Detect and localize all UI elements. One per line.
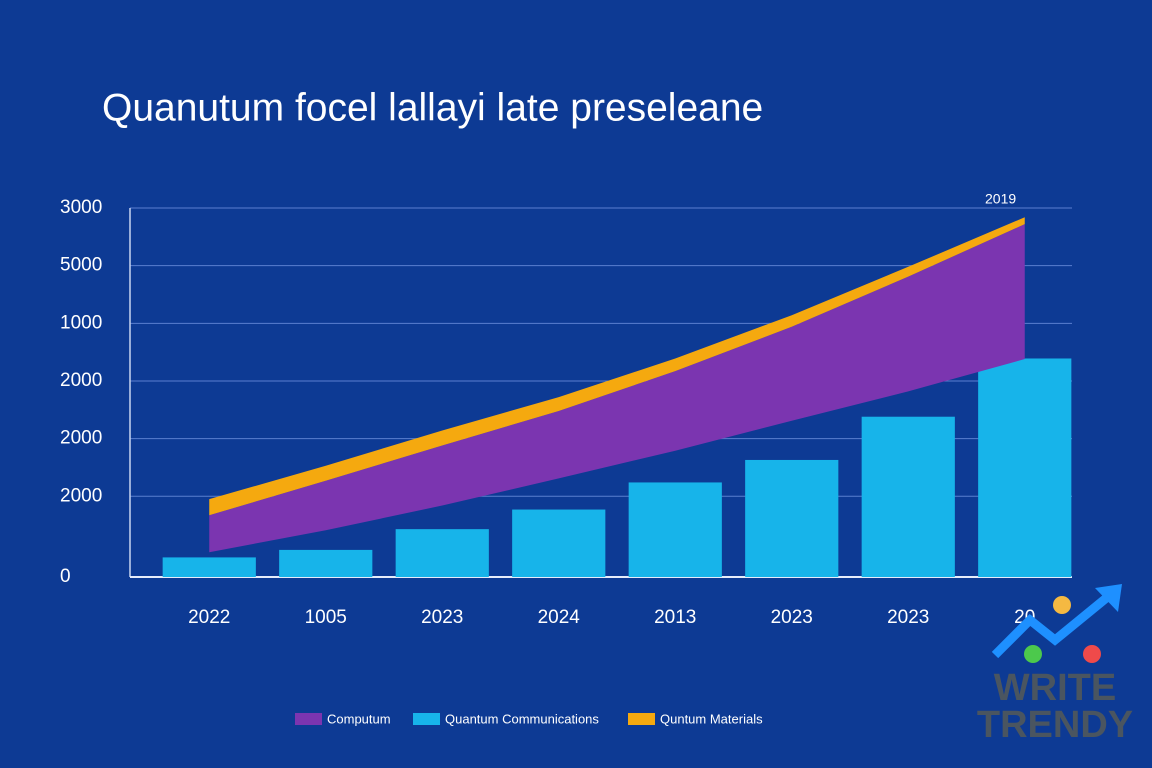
legend-swatch — [295, 713, 322, 725]
x-tick-label: 2023 — [887, 607, 929, 628]
legend-label: Computum — [327, 711, 391, 726]
x-tick-label: 2013 — [654, 607, 696, 628]
x-tick-label: 2024 — [538, 607, 581, 628]
y-tick-label: 3000 — [60, 197, 102, 218]
chart-title: Quanutum focel lallayi late preseleane — [102, 86, 763, 129]
logo-dot — [1083, 645, 1101, 663]
bar — [861, 416, 955, 577]
bar — [395, 529, 489, 577]
bar — [279, 549, 373, 577]
logo-arrow — [991, 591, 1113, 659]
y-tick-label: 2000 — [60, 370, 102, 391]
y-tick-label: 5000 — [60, 255, 102, 276]
logo-dot — [1053, 596, 1071, 614]
bar — [162, 557, 256, 577]
watermark: WRITE TRENDY — [977, 584, 1133, 746]
x-tick-label: 2023 — [771, 607, 813, 628]
bar — [512, 509, 606, 577]
legend-label: Quntum Materials — [660, 711, 763, 726]
y-tick-label: 1000 — [60, 312, 102, 333]
watermark-text: WRITE — [994, 667, 1116, 709]
legend-swatch — [413, 713, 440, 725]
y-tick-label: 0 — [60, 566, 71, 587]
bar — [745, 459, 839, 577]
bar — [628, 482, 722, 577]
area — [209, 224, 1025, 553]
legend-swatch — [628, 713, 655, 725]
watermark-text: TRENDY — [977, 704, 1133, 746]
x-tick-label: 2022 — [188, 607, 230, 628]
x-tick-label: 1005 — [305, 607, 347, 628]
logo-arrowhead — [1095, 584, 1122, 612]
bar — [978, 358, 1072, 577]
logo-dot — [1024, 645, 1042, 663]
area — [209, 217, 1025, 516]
x-tick-label: 2023 — [421, 607, 463, 628]
legend-label: Quantum Communications — [445, 711, 599, 726]
y-tick-label: 2000 — [60, 428, 102, 449]
annotation: 2019 — [985, 191, 1016, 207]
y-tick-label: 2000 — [60, 485, 102, 506]
